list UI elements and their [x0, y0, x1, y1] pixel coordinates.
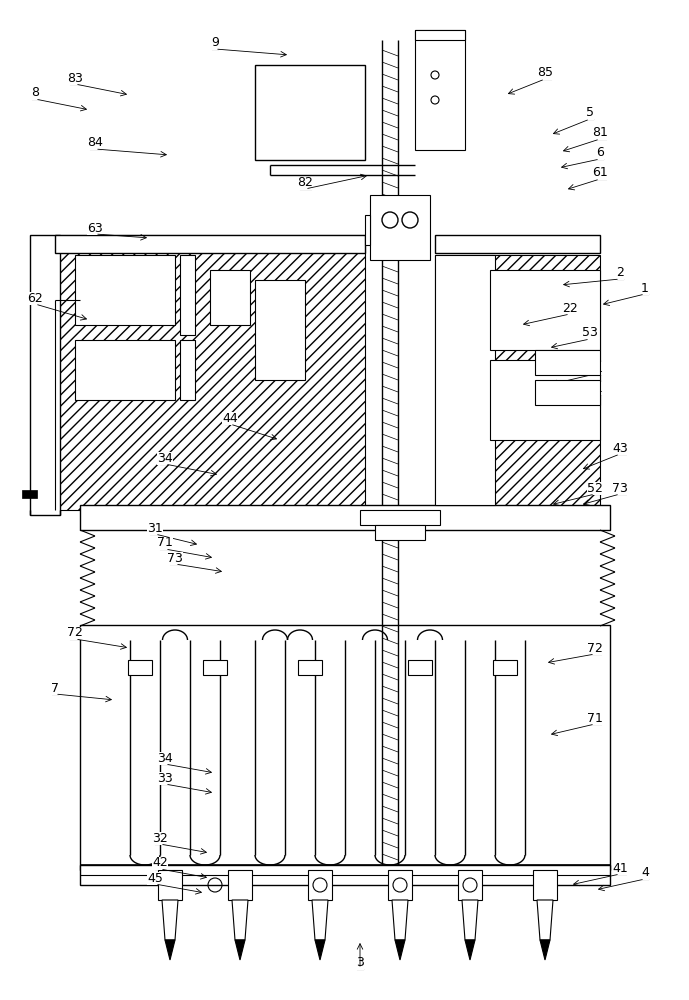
Text: 34: 34 — [157, 452, 173, 464]
Text: 42: 42 — [152, 856, 168, 869]
Bar — [370, 195, 430, 260]
Bar — [128, 660, 152, 675]
Bar — [255, 65, 365, 160]
Bar — [22, 490, 37, 498]
Bar — [80, 505, 610, 530]
Polygon shape — [462, 900, 478, 940]
Bar — [435, 255, 495, 505]
Polygon shape — [395, 940, 405, 960]
Bar — [308, 870, 332, 900]
Text: 8: 8 — [31, 87, 39, 100]
Text: 22: 22 — [562, 302, 578, 314]
Bar — [75, 340, 175, 400]
Bar — [75, 255, 175, 325]
Text: 5: 5 — [586, 106, 594, 119]
Bar — [375, 525, 425, 540]
Bar — [203, 660, 227, 675]
Text: 44: 44 — [222, 412, 238, 424]
Bar — [490, 270, 600, 350]
Polygon shape — [232, 900, 248, 940]
Text: 81: 81 — [592, 126, 608, 139]
Polygon shape — [540, 940, 550, 960]
Text: 1: 1 — [641, 282, 649, 294]
Text: 3: 3 — [356, 956, 364, 970]
Polygon shape — [55, 235, 365, 510]
Bar — [255, 280, 305, 380]
Text: 33: 33 — [157, 772, 173, 784]
Bar — [180, 255, 195, 335]
Bar — [80, 865, 610, 885]
Bar — [228, 870, 252, 900]
Text: 53: 53 — [582, 326, 598, 340]
Bar — [490, 360, 600, 440]
Bar — [408, 660, 432, 675]
Bar — [435, 235, 600, 253]
Text: 85: 85 — [537, 66, 553, 80]
Text: 41: 41 — [612, 861, 628, 874]
Bar — [458, 870, 482, 900]
Text: 45: 45 — [147, 871, 163, 884]
Text: 32: 32 — [152, 832, 168, 844]
Polygon shape — [235, 940, 245, 960]
Text: 83: 83 — [67, 72, 83, 85]
Bar — [415, 30, 465, 40]
Polygon shape — [537, 900, 553, 940]
Text: 82: 82 — [297, 176, 313, 190]
Bar — [388, 870, 412, 900]
Text: 2: 2 — [616, 266, 624, 279]
Text: 72: 72 — [67, 626, 83, 640]
Text: 31: 31 — [147, 522, 163, 534]
Bar — [55, 235, 365, 253]
Bar — [210, 270, 250, 325]
Bar — [180, 340, 195, 400]
Bar — [535, 380, 600, 405]
Text: 34: 34 — [157, 752, 173, 764]
Text: 6: 6 — [596, 146, 604, 159]
Text: 72: 72 — [587, 642, 603, 654]
Polygon shape — [315, 940, 325, 960]
Text: 9: 9 — [211, 36, 219, 49]
Bar — [360, 510, 440, 525]
Text: 61: 61 — [592, 166, 608, 180]
Text: 71: 71 — [157, 536, 173, 550]
Polygon shape — [435, 255, 600, 510]
Text: 73: 73 — [167, 552, 183, 564]
Text: 62: 62 — [27, 292, 43, 304]
Bar — [533, 870, 557, 900]
Polygon shape — [162, 900, 178, 940]
Bar — [365, 215, 370, 245]
Polygon shape — [165, 940, 175, 960]
Bar — [158, 870, 182, 900]
Bar — [493, 660, 517, 675]
Polygon shape — [392, 900, 408, 940]
Text: 7: 7 — [51, 682, 59, 694]
Bar — [298, 660, 322, 675]
Bar — [415, 30, 465, 150]
Text: 21: 21 — [587, 381, 603, 394]
Bar — [80, 625, 610, 870]
Text: 4: 4 — [641, 866, 649, 880]
Polygon shape — [465, 940, 475, 960]
Bar — [535, 350, 600, 375]
Text: 63: 63 — [87, 222, 103, 234]
Text: 51: 51 — [587, 361, 603, 374]
Text: 52: 52 — [587, 482, 603, 494]
Bar — [30, 235, 60, 515]
Polygon shape — [312, 900, 328, 940]
Text: 73: 73 — [612, 482, 628, 494]
Text: 71: 71 — [587, 712, 603, 724]
Text: 84: 84 — [87, 136, 103, 149]
Text: 43: 43 — [612, 442, 628, 454]
